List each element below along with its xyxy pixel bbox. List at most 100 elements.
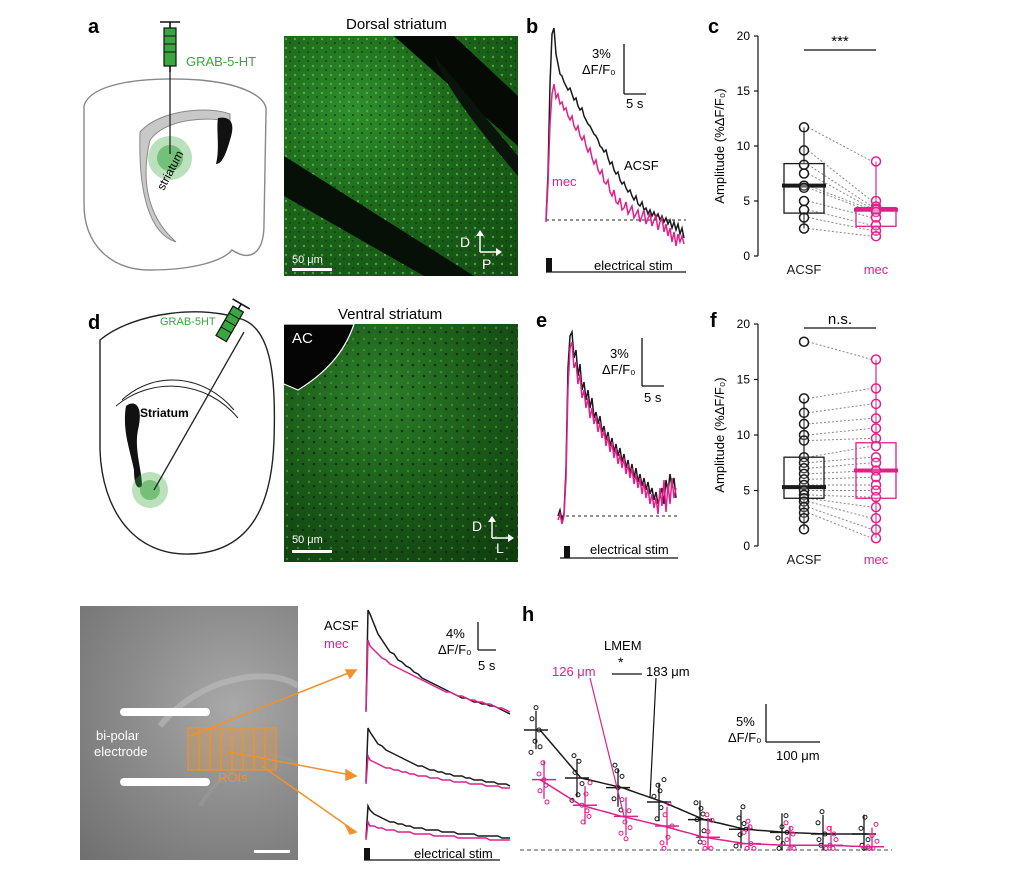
y-tick-label: 0 [743, 539, 750, 553]
scatter-point [659, 840, 665, 846]
data-point [798, 393, 810, 404]
data-point [798, 212, 810, 223]
panel-d-scale-bar-label: 50 μm [292, 534, 323, 546]
scatter-point [704, 812, 710, 818]
paired-line [807, 427, 873, 436]
data-point [798, 407, 810, 419]
scatter-point [826, 825, 832, 831]
panel-g-scale-y: 4% [446, 626, 465, 641]
panel-b-stim-label: electrical stim [594, 258, 673, 273]
hippocampus-slice-image [80, 606, 298, 860]
scatter-point [705, 829, 711, 835]
scatter-point [669, 823, 675, 829]
panel-e-label: e [536, 310, 548, 332]
y-tick-label: 15 [737, 84, 751, 98]
scatter-point [745, 818, 751, 824]
paired-line [807, 126, 873, 162]
scatter-point [697, 839, 703, 845]
acsf-lambda-pointer [649, 677, 657, 799]
paired-line [807, 217, 873, 232]
scatter-point [537, 744, 543, 750]
panel-h-scale-x: 100 μm [776, 748, 820, 763]
significance-label: n.s. [828, 311, 852, 328]
panel-a-sensor-label: GRAB-5-HT [186, 54, 257, 69]
scatter-point [532, 738, 538, 744]
panel-h-test-label: LMEM [604, 638, 642, 653]
panel-b-mec-label: mec [552, 174, 577, 189]
scatter-point [869, 833, 875, 839]
y-tick-label: 5 [743, 484, 750, 498]
scatter-point [784, 837, 790, 843]
panel-b-traces [545, 27, 686, 273]
panel-d-axis-arrows [488, 516, 514, 542]
box-acsf [783, 456, 825, 499]
scatter-point [587, 780, 593, 786]
panel-g-stim-label: electrical stim [414, 846, 493, 861]
panel-d-axis-l: L [496, 540, 504, 556]
paired-line [807, 228, 873, 237]
panel-g-scale-x: 5 s [478, 658, 496, 673]
panel-g-electrode-label-2: electrode [94, 744, 148, 759]
scatter-point [831, 831, 837, 837]
data-point [870, 413, 882, 424]
paired-line [807, 341, 873, 361]
scatter-point [736, 815, 742, 821]
panel-g-traces [364, 609, 511, 861]
paired-line [807, 387, 873, 399]
panel-e-scale-x: 5 s [644, 390, 662, 405]
y-tick-label: 20 [737, 29, 751, 43]
scatter-point [741, 829, 747, 835]
scatter-point [865, 837, 871, 843]
scatter-point [611, 796, 617, 802]
scatter-point [700, 811, 706, 817]
scatter-point [819, 809, 825, 815]
scatter-point [791, 845, 797, 851]
panel-h-label: h [522, 604, 535, 626]
paired-line [807, 476, 873, 480]
panel-b-scale-y-unit: ΔF/F₀ [582, 62, 616, 77]
scatter-point [662, 812, 668, 818]
scatter-point [830, 845, 836, 851]
scatter-point [658, 805, 664, 811]
scatter-point [612, 762, 618, 768]
panel-d-image-title: Ventral striatum [338, 306, 443, 323]
y-axis-label: Amplitude (%ΔF/F₀) [712, 377, 727, 492]
paired-line [807, 150, 873, 202]
y-tick-label: 15 [737, 373, 751, 387]
paired-line [807, 437, 873, 442]
data-point [798, 223, 810, 234]
scatter-point [579, 802, 585, 808]
data-point [870, 440, 882, 452]
scatter-point [626, 808, 632, 814]
y-tick-label: 10 [737, 428, 751, 442]
scatter-point [623, 836, 629, 842]
data-point [870, 398, 882, 410]
panel-c-box-plot: 0 5 10 15 20 Amplitude (%ΔF/F₀) *** ACSF mec [712, 29, 898, 277]
paired-line [807, 185, 873, 211]
scatter-point [702, 845, 708, 851]
panel-d-sensor-label: GRAB-5HT [160, 316, 216, 328]
scatter-point [544, 799, 550, 805]
scatter-point [873, 821, 879, 827]
panel-d-schematic [99, 298, 276, 555]
paired-line [807, 462, 873, 469]
scatter-point [737, 832, 743, 838]
scatter-point [586, 813, 592, 819]
scatter-point [694, 817, 700, 823]
scatter-point [541, 777, 547, 783]
scatter-point [580, 819, 586, 825]
y-tick-label: 5 [743, 194, 750, 208]
panel-a-image-title: Dorsal striatum [346, 16, 447, 33]
scatter-point [618, 830, 624, 836]
scatter-point [529, 716, 535, 722]
x-category-label: ACSF [787, 552, 822, 567]
paired-line [807, 494, 873, 498]
mec-lambda-pointer [589, 677, 625, 817]
scatter-point [790, 831, 796, 837]
data-point [870, 433, 882, 444]
scatter-point [701, 840, 707, 846]
scatter-point [741, 821, 747, 827]
data-point [870, 212, 882, 223]
scatter-point [708, 845, 714, 851]
